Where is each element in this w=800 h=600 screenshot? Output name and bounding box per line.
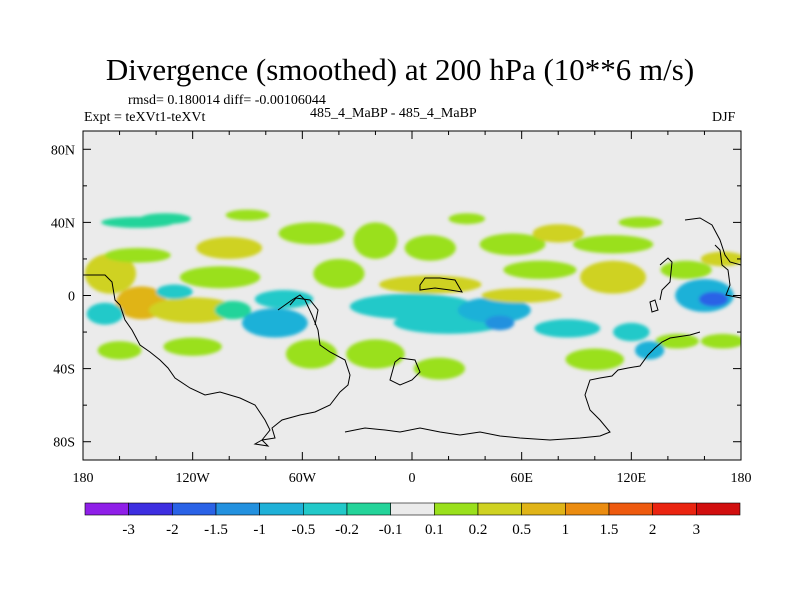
colorbar-swatch xyxy=(346,502,391,516)
x-tick-label: 60W xyxy=(289,471,317,486)
contour-blob xyxy=(618,216,663,228)
colorbar-label: 3 xyxy=(693,522,701,538)
y-tick-label: 80N xyxy=(51,143,75,158)
x-tick-label: 120W xyxy=(176,471,211,486)
contour-blob xyxy=(104,247,171,263)
colorbar-swatch xyxy=(521,502,566,516)
colorbar-swatch xyxy=(390,502,435,516)
colorbar-label: 0.1 xyxy=(425,522,444,538)
coastline-islands xyxy=(253,439,270,447)
contour-blob xyxy=(84,253,137,294)
contour-blob xyxy=(86,302,124,325)
coastline-asia-east xyxy=(684,217,741,266)
x-tick-label: 180 xyxy=(731,471,752,486)
colorbar-swatch xyxy=(477,502,522,516)
contour-blob xyxy=(534,319,601,338)
contour-blob xyxy=(413,357,466,380)
y-tick-label: 0 xyxy=(68,290,75,305)
contour-blob xyxy=(242,308,308,338)
y-tick-label: 40S xyxy=(53,363,75,378)
colorbar-label: -1 xyxy=(253,522,266,538)
colorbar-label: 0.5 xyxy=(512,522,531,538)
colorbar: -3 -2 -1.5 -1 -0.5 -0.2 -0.1 0.1 0.2 0.5 1 1.5 2 3 xyxy=(84,502,741,538)
colorbar-label: -1.5 xyxy=(204,522,228,538)
x-tick-label: 120E xyxy=(617,471,647,486)
colorbar-swatch xyxy=(215,502,260,516)
stats-text: rmsd= 0.180014 diff= -0.00106044 xyxy=(128,93,326,108)
contour-blob xyxy=(97,341,142,360)
contour-blob xyxy=(698,291,729,307)
y-tick-label: 40N xyxy=(51,216,75,231)
experiment-label: Expt = teXVt1-teXVt xyxy=(84,110,206,125)
season-label: DJF xyxy=(712,110,736,125)
colorbar-swatch xyxy=(652,502,697,516)
chart-title: Divergence (smoothed) at 200 hPa (10**6 … xyxy=(105,52,695,87)
case-label: 485_4_MaBP - 485_4_MaBP xyxy=(310,106,477,121)
contour-blob xyxy=(254,290,314,309)
coastline-maritime xyxy=(649,299,659,313)
coastline-africa-south xyxy=(389,357,421,386)
x-tick-label: 0 xyxy=(409,471,416,486)
contour-blob xyxy=(225,209,270,221)
contour-blob xyxy=(700,333,741,349)
contour-blob xyxy=(479,233,546,256)
contour-blob xyxy=(285,339,338,369)
contour-blob xyxy=(196,237,263,259)
contour-blob xyxy=(404,235,456,261)
colorbar-label: -3 xyxy=(122,522,135,538)
coastline-greenland xyxy=(289,297,319,326)
contour-blob xyxy=(346,339,405,369)
colorbar-label: -0.5 xyxy=(291,522,315,538)
x-tick-label: 180 xyxy=(73,471,94,486)
contour-blob xyxy=(214,300,252,320)
axis-layer: 180 120W 60W 0 60E 120E 180 80N 40N 0 40S 80S xyxy=(51,131,752,486)
contour-blob xyxy=(101,216,175,228)
colorbar-swatch xyxy=(303,502,348,516)
colorbar-swatch xyxy=(128,502,173,516)
contour-blob xyxy=(278,222,345,245)
colorbar-swatch xyxy=(608,502,653,516)
colorbar-label: 1 xyxy=(562,522,570,538)
colorbar-label: -0.2 xyxy=(335,522,359,538)
contour-blob xyxy=(156,284,193,300)
contour-blob xyxy=(532,224,584,243)
contour-blob xyxy=(580,260,646,294)
contour-blob xyxy=(379,275,482,294)
contour-blob xyxy=(313,258,365,289)
colorbar-swatch xyxy=(565,502,610,516)
contour-blob xyxy=(613,322,650,342)
colorbar-label: -0.1 xyxy=(379,522,403,538)
contour-blob xyxy=(179,266,261,289)
coastline-asia xyxy=(659,257,673,301)
contour-blob xyxy=(485,315,515,331)
coastline-australia xyxy=(714,244,741,299)
colorbar-swatch xyxy=(259,502,304,516)
colorbar-label: -2 xyxy=(166,522,179,538)
contour-blob xyxy=(655,333,699,349)
contour-blob xyxy=(163,337,222,356)
coastline-africa xyxy=(419,277,463,293)
contour-blob xyxy=(572,235,654,254)
colorbar-label: 2 xyxy=(649,522,657,538)
colorbar-swatch xyxy=(696,502,741,516)
colorbar-swatch xyxy=(84,502,129,516)
contour-blob xyxy=(565,348,625,371)
y-tick-label: 80S xyxy=(53,436,75,451)
x-tick-label: 60E xyxy=(510,471,533,486)
coastline-antarctica xyxy=(344,331,701,441)
colorbar-label: 0.2 xyxy=(469,522,488,538)
colorbar-swatch xyxy=(434,502,479,516)
colorbar-label: 1.5 xyxy=(600,522,619,538)
contour-blob xyxy=(448,213,486,225)
contour-blob xyxy=(660,260,712,280)
contour-blob xyxy=(457,297,531,323)
contour-blob xyxy=(481,288,562,303)
contour-blob xyxy=(148,297,237,323)
colorbar-swatch xyxy=(172,502,217,516)
contour-blob xyxy=(503,260,577,280)
contour-blob xyxy=(353,222,398,259)
coastline-layer xyxy=(83,217,741,447)
